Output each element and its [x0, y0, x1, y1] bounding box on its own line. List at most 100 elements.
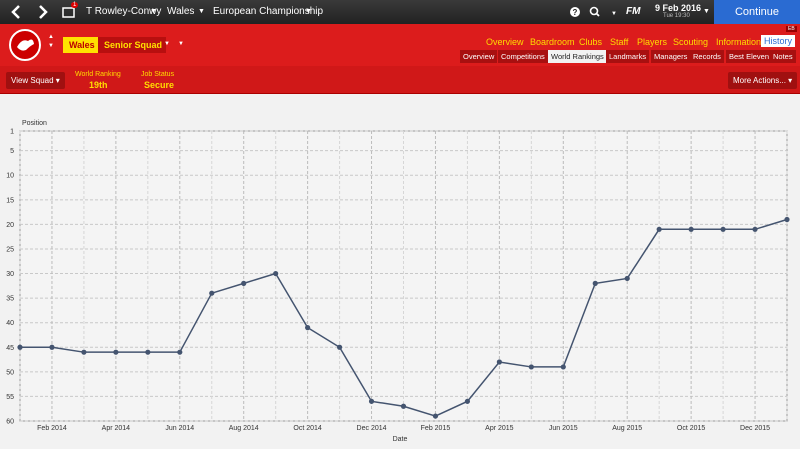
game-date: 9 Feb 2016: [655, 3, 702, 13]
subnav-tab[interactable]: Best Eleven: [726, 50, 773, 63]
point: [656, 226, 662, 232]
subnav-tab[interactable]: Notes: [770, 50, 796, 63]
competition-name[interactable]: European Championship: [213, 6, 324, 17]
scroll-arrows[interactable]: ▲ ▼: [48, 34, 54, 49]
header: ▲ ▼ Wales Senior Squad ▼ ▼ EB Overview Boa…: [0, 24, 800, 66]
svg-text:▼: ▼: [611, 11, 617, 17]
game-time: Tue 19:30: [663, 13, 690, 19]
world-ranking: 19th: [89, 80, 108, 90]
point: [145, 349, 151, 355]
y-tick-label: 50: [6, 369, 14, 376]
point: [305, 325, 311, 331]
dropdown[interactable]: ▼: [150, 8, 157, 15]
x-tick-label: Jun 2015: [549, 425, 578, 432]
point: [113, 349, 119, 355]
nav-tab[interactable]: Players: [637, 37, 668, 47]
point: [752, 226, 758, 232]
dropdown[interactable]: ▼: [703, 8, 710, 15]
y-tick-label: 30: [6, 271, 14, 278]
x-tick-label: Oct 2015: [677, 425, 706, 432]
y-tick-label: 1: [10, 129, 14, 136]
label: World Ranking: [75, 71, 121, 78]
dropdown[interactable]: ▼: [178, 41, 184, 47]
point: [17, 344, 23, 350]
point: [592, 280, 598, 286]
y-tick-label: 60: [6, 419, 14, 426]
nav-tab[interactable]: Scouting: [673, 37, 709, 47]
notification-badge: 1: [71, 2, 79, 8]
y-tick-label: 55: [6, 394, 14, 401]
button-label: More Actions...: [733, 76, 786, 85]
subnav-tab[interactable]: Landmarks: [606, 50, 650, 63]
x-tick-label: Oct 2014: [293, 425, 322, 432]
y-tick-label: 45: [6, 345, 14, 352]
subnav-tab[interactable]: Competitions: [498, 50, 548, 63]
point: [209, 290, 215, 296]
nav-tab[interactable]: Overview: [486, 37, 524, 47]
subnav-tab[interactable]: Managers: [651, 50, 691, 63]
nav-tab[interactable]: Clubs: [579, 37, 603, 47]
point: [400, 403, 407, 409]
point: [273, 270, 279, 277]
manager-name[interactable]: T Rowley-Conwy: [86, 6, 162, 17]
dropdown[interactable]: ▼: [198, 8, 205, 15]
subnav-tab[interactable]: World Rankings: [548, 50, 607, 63]
y-tick-label: 40: [6, 320, 14, 327]
point: [241, 280, 247, 286]
x-tick-label: Apr 2014: [102, 425, 131, 432]
x-tick-label: Apr 2015: [485, 425, 514, 432]
point: [720, 226, 726, 232]
y-tick-label: 35: [6, 296, 14, 303]
point: [432, 413, 439, 419]
x-tick-label: Jun 2014: [165, 425, 194, 432]
subnav-tab[interactable]: Overview: [460, 50, 498, 63]
point: [688, 226, 694, 232]
point: [528, 364, 534, 370]
x-axis-title: Date: [393, 436, 408, 443]
tool-icons[interactable]: ? ▼: [566, 0, 622, 24]
dropdown[interactable]: ▼: [305, 8, 312, 15]
x-tick-label: Aug 2014: [229, 425, 259, 432]
dropdown[interactable]: ▼: [164, 41, 170, 47]
top-bar: 1 T Rowley-Conwy ▼ Wales ▼ European Cham…: [0, 0, 800, 24]
inbox-icon[interactable]: [60, 0, 80, 24]
fm-logo[interactable]: FM: [626, 6, 641, 17]
x-tick-label: Feb 2014: [37, 425, 67, 432]
continue-button[interactable]: Continue: [714, 0, 800, 24]
badge: EB: [786, 26, 797, 32]
job-status: Secure: [144, 80, 175, 90]
point: [336, 344, 343, 350]
crest: [9, 29, 41, 61]
point: [624, 275, 630, 282]
label: Job Status: [141, 71, 175, 78]
point: [496, 359, 502, 365]
team-name[interactable]: Wales: [167, 6, 195, 17]
y-tick-label: 20: [6, 222, 14, 229]
nav-tab[interactable]: Staff: [610, 37, 629, 47]
point: [81, 349, 87, 355]
nav-tab[interactable]: History: [761, 35, 796, 47]
x-tick-label: Dec 2015: [740, 425, 770, 432]
point: [464, 398, 471, 404]
x-tick-label: Feb 2015: [421, 425, 451, 432]
svg-text:?: ?: [573, 8, 578, 17]
point: [368, 398, 375, 404]
point: [49, 344, 55, 350]
toolbar: View Squad ▾ World Ranking 19th Job Stat…: [0, 66, 800, 94]
nav-tab[interactable]: Boardroom: [530, 37, 575, 47]
more-actions-button[interactable]: More Actions... ▾: [728, 72, 798, 89]
x-tick-label: Dec 2014: [357, 425, 387, 432]
squad-tab[interactable]: Senior Squad: [98, 37, 166, 53]
x-tick-label: Aug 2015: [612, 425, 642, 432]
team-tab[interactable]: Wales: [63, 37, 101, 53]
chart: Position Date 151015202530354045505560Fe…: [6, 120, 790, 443]
subnav-tab[interactable]: Records: [690, 50, 724, 63]
nav-tab[interactable]: Information: [716, 37, 762, 47]
point: [560, 364, 566, 370]
view-squad-button[interactable]: View Squad ▾: [6, 72, 65, 89]
nav-arrows[interactable]: [0, 0, 60, 24]
y-axis-title: Position: [22, 120, 47, 127]
y-tick-label: 10: [6, 173, 14, 180]
point: [177, 349, 183, 355]
